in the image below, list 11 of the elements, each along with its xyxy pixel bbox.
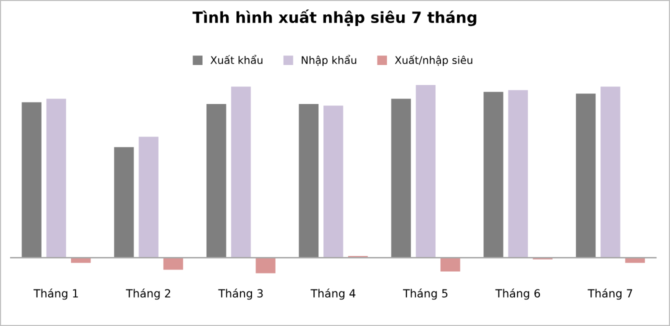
x-tick-label: Tháng 4 bbox=[310, 288, 356, 300]
chart-title: Tình hình xuất nhập siêu 7 tháng bbox=[192, 9, 476, 26]
x-tick-label: Tháng 1 bbox=[34, 288, 78, 300]
legend-label: Xuất khẩu bbox=[210, 54, 262, 64]
legend-label: Nhập khẩu bbox=[302, 54, 356, 66]
x-tick-label: Tháng 3 bbox=[218, 288, 263, 300]
x-tick-label: Tháng 5 bbox=[402, 288, 448, 300]
x-tick-label: Tháng 6 bbox=[495, 288, 540, 300]
x-tick-label: Tháng 2 bbox=[126, 288, 170, 300]
x-tick-label: Tháng 7 bbox=[588, 288, 632, 300]
legend-label: Xuất/nhập siêu bbox=[394, 55, 472, 66]
